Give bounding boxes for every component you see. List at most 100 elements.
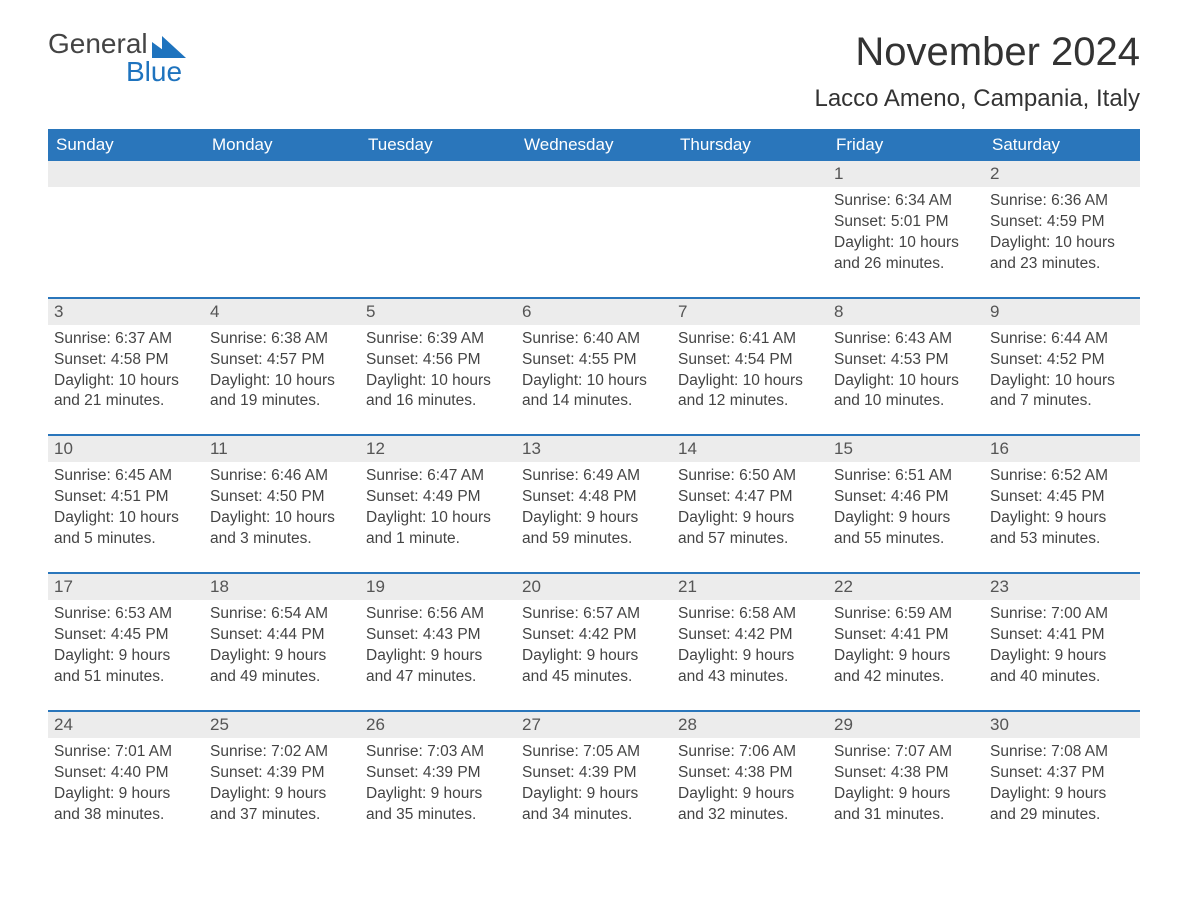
day-sunrise: Sunrise: 6:56 AM — [366, 604, 510, 625]
day-dl1: Daylight: 9 hours — [990, 646, 1134, 667]
day-number: 14 — [672, 434, 828, 462]
day-number — [48, 161, 204, 187]
day-sunset: Sunset: 4:52 PM — [990, 350, 1134, 371]
day-sunset: Sunset: 4:42 PM — [522, 625, 666, 646]
day-sunrise: Sunrise: 6:34 AM — [834, 191, 978, 212]
day-cell: 9Sunrise: 6:44 AMSunset: 4:52 PMDaylight… — [984, 297, 1140, 435]
day-details: Sunrise: 6:39 AMSunset: 4:56 PMDaylight:… — [360, 325, 516, 413]
day-dl1: Daylight: 9 hours — [834, 508, 978, 529]
day-number: 23 — [984, 572, 1140, 600]
day-dl2: and 55 minutes. — [834, 529, 978, 550]
day-sunset: Sunset: 4:39 PM — [210, 763, 354, 784]
day-details: Sunrise: 6:36 AMSunset: 4:59 PMDaylight:… — [984, 187, 1140, 275]
day-sunrise: Sunrise: 6:41 AM — [678, 329, 822, 350]
day-cell: 4Sunrise: 6:38 AMSunset: 4:57 PMDaylight… — [204, 297, 360, 435]
day-sunset: Sunset: 4:39 PM — [366, 763, 510, 784]
day-number: 5 — [360, 297, 516, 325]
dow-wednesday: Wednesday — [516, 129, 672, 161]
day-number: 2 — [984, 161, 1140, 187]
dow-monday: Monday — [204, 129, 360, 161]
day-dl1: Daylight: 9 hours — [366, 646, 510, 667]
day-dl2: and 16 minutes. — [366, 391, 510, 412]
day-number: 9 — [984, 297, 1140, 325]
dow-saturday: Saturday — [984, 129, 1140, 161]
day-dl1: Daylight: 10 hours — [522, 371, 666, 392]
day-dl1: Daylight: 10 hours — [210, 508, 354, 529]
day-dl2: and 57 minutes. — [678, 529, 822, 550]
day-details: Sunrise: 6:43 AMSunset: 4:53 PMDaylight:… — [828, 325, 984, 413]
day-sunset: Sunset: 4:58 PM — [54, 350, 198, 371]
day-dl2: and 32 minutes. — [678, 805, 822, 826]
day-sunrise: Sunrise: 6:54 AM — [210, 604, 354, 625]
day-sunset: Sunset: 4:55 PM — [522, 350, 666, 371]
day-cell: 22Sunrise: 6:59 AMSunset: 4:41 PMDayligh… — [828, 572, 984, 710]
day-sunset: Sunset: 4:59 PM — [990, 212, 1134, 233]
day-sunset: Sunset: 4:37 PM — [990, 763, 1134, 784]
day-details: Sunrise: 6:41 AMSunset: 4:54 PMDaylight:… — [672, 325, 828, 413]
day-cell: 10Sunrise: 6:45 AMSunset: 4:51 PMDayligh… — [48, 434, 204, 572]
day-dl2: and 53 minutes. — [990, 529, 1134, 550]
day-cell: 2Sunrise: 6:36 AMSunset: 4:59 PMDaylight… — [984, 161, 1140, 297]
dow-friday: Friday — [828, 129, 984, 161]
day-sunrise: Sunrise: 6:47 AM — [366, 466, 510, 487]
day-sunset: Sunset: 4:51 PM — [54, 487, 198, 508]
day-number: 19 — [360, 572, 516, 600]
logo-text-bottom: Blue — [48, 58, 186, 86]
day-dl1: Daylight: 9 hours — [678, 508, 822, 529]
dow-sunday: Sunday — [48, 129, 204, 161]
day-dl1: Daylight: 10 hours — [366, 371, 510, 392]
day-dl1: Daylight: 9 hours — [834, 646, 978, 667]
day-number: 21 — [672, 572, 828, 600]
day-number: 3 — [48, 297, 204, 325]
day-dl2: and 35 minutes. — [366, 805, 510, 826]
day-number: 16 — [984, 434, 1140, 462]
day-dl2: and 40 minutes. — [990, 667, 1134, 688]
dow-thursday: Thursday — [672, 129, 828, 161]
day-dl2: and 43 minutes. — [678, 667, 822, 688]
day-of-week-header: Sunday Monday Tuesday Wednesday Thursday… — [48, 129, 1140, 161]
day-sunset: Sunset: 4:50 PM — [210, 487, 354, 508]
day-sunset: Sunset: 4:47 PM — [678, 487, 822, 508]
day-dl1: Daylight: 9 hours — [834, 784, 978, 805]
day-number: 12 — [360, 434, 516, 462]
calendar-table: Sunday Monday Tuesday Wednesday Thursday… — [48, 129, 1140, 847]
day-cell: 3Sunrise: 6:37 AMSunset: 4:58 PMDaylight… — [48, 297, 204, 435]
day-sunrise: Sunrise: 6:38 AM — [210, 329, 354, 350]
day-sunrise: Sunrise: 6:43 AM — [834, 329, 978, 350]
day-sunrise: Sunrise: 6:59 AM — [834, 604, 978, 625]
day-dl1: Daylight: 9 hours — [210, 646, 354, 667]
day-sunset: Sunset: 4:45 PM — [54, 625, 198, 646]
day-details: Sunrise: 7:05 AMSunset: 4:39 PMDaylight:… — [516, 738, 672, 826]
day-details: Sunrise: 7:07 AMSunset: 4:38 PMDaylight:… — [828, 738, 984, 826]
day-sunset: Sunset: 4:38 PM — [678, 763, 822, 784]
day-dl1: Daylight: 10 hours — [54, 371, 198, 392]
day-cell — [516, 161, 672, 297]
day-sunrise: Sunrise: 6:57 AM — [522, 604, 666, 625]
day-cell: 30Sunrise: 7:08 AMSunset: 4:37 PMDayligh… — [984, 710, 1140, 848]
day-dl2: and 7 minutes. — [990, 391, 1134, 412]
day-dl2: and 3 minutes. — [210, 529, 354, 550]
day-dl2: and 45 minutes. — [522, 667, 666, 688]
day-cell: 26Sunrise: 7:03 AMSunset: 4:39 PMDayligh… — [360, 710, 516, 848]
day-dl2: and 51 minutes. — [54, 667, 198, 688]
day-number — [516, 161, 672, 187]
week-row: 3Sunrise: 6:37 AMSunset: 4:58 PMDaylight… — [48, 297, 1140, 435]
day-dl2: and 47 minutes. — [366, 667, 510, 688]
day-cell: 1Sunrise: 6:34 AMSunset: 5:01 PMDaylight… — [828, 161, 984, 297]
day-sunrise: Sunrise: 7:06 AM — [678, 742, 822, 763]
day-cell — [204, 161, 360, 297]
day-sunset: Sunset: 4:39 PM — [522, 763, 666, 784]
day-details: Sunrise: 6:34 AMSunset: 5:01 PMDaylight:… — [828, 187, 984, 275]
day-sunset: Sunset: 4:46 PM — [834, 487, 978, 508]
day-dl1: Daylight: 9 hours — [210, 784, 354, 805]
day-cell: 28Sunrise: 7:06 AMSunset: 4:38 PMDayligh… — [672, 710, 828, 848]
day-number: 24 — [48, 710, 204, 738]
day-sunset: Sunset: 4:56 PM — [366, 350, 510, 371]
day-dl2: and 26 minutes. — [834, 254, 978, 275]
day-sunset: Sunset: 4:53 PM — [834, 350, 978, 371]
day-cell: 6Sunrise: 6:40 AMSunset: 4:55 PMDaylight… — [516, 297, 672, 435]
day-cell: 11Sunrise: 6:46 AMSunset: 4:50 PMDayligh… — [204, 434, 360, 572]
day-dl1: Daylight: 9 hours — [678, 784, 822, 805]
day-dl1: Daylight: 9 hours — [54, 646, 198, 667]
day-number: 6 — [516, 297, 672, 325]
